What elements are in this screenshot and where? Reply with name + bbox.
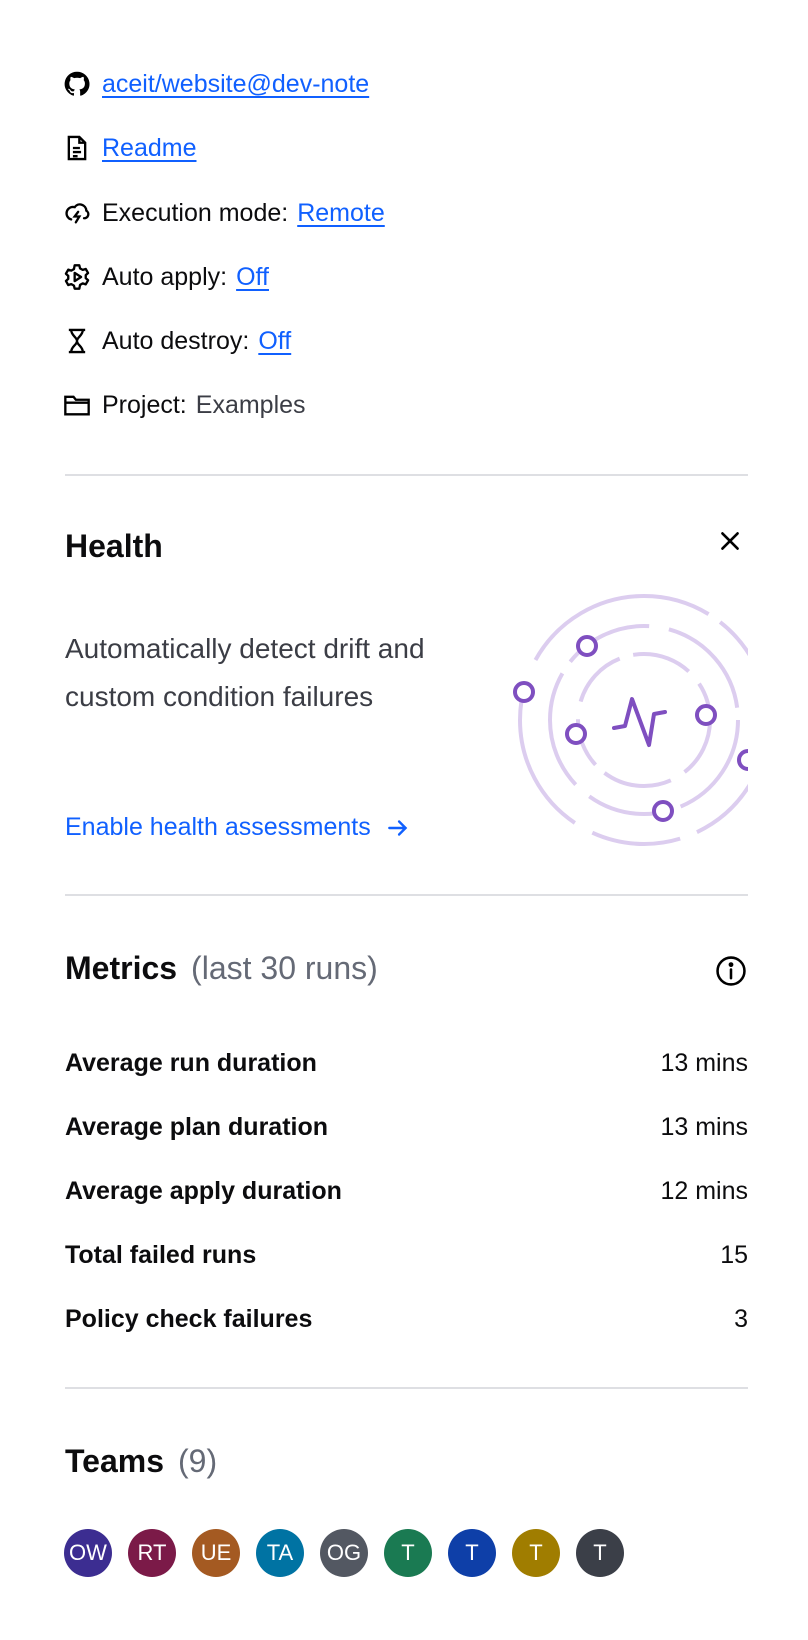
- metric-value: 3: [734, 1304, 748, 1333]
- team-avatar[interactable]: T: [448, 1529, 496, 1577]
- project-row: Project: Examples: [63, 388, 306, 422]
- enable-health-label: Enable health assessments: [65, 813, 371, 841]
- hourglass-icon: [68, 328, 86, 354]
- execution-mode-row: Execution mode: Remote: [63, 196, 385, 230]
- metric-row: Average run duration 13 mins: [65, 1046, 748, 1080]
- info-icon[interactable]: [714, 954, 748, 988]
- metric-label: Average run duration: [65, 1048, 317, 1077]
- metric-row: Average apply duration 12 mins: [65, 1174, 748, 1208]
- team-avatar[interactable]: TA: [256, 1529, 304, 1577]
- auto-destroy-row: Auto destroy: Off: [63, 324, 291, 358]
- metric-label: Average apply duration: [65, 1176, 342, 1205]
- team-avatar[interactable]: T: [384, 1529, 432, 1577]
- metric-row: Average plan duration 13 mins: [65, 1110, 748, 1144]
- auto-apply-link[interactable]: Off: [236, 262, 269, 291]
- readme-link[interactable]: Readme: [102, 133, 197, 162]
- github-icon: [64, 71, 90, 96]
- auto-apply-row: Auto apply: Off: [63, 260, 269, 294]
- health-illustration: [513, 594, 748, 846]
- readme-row: Readme: [63, 131, 197, 165]
- folder-icon: [64, 395, 90, 416]
- repo-link[interactable]: aceit/website@dev-note: [102, 69, 370, 98]
- divider: [65, 894, 748, 896]
- auto-destroy-label: Auto destroy:: [102, 326, 250, 355]
- metrics-title: Metrics (last 30 runs): [65, 950, 378, 987]
- arrow-right-icon: [387, 819, 408, 836]
- divider: [65, 1387, 748, 1389]
- enable-health-link[interactable]: Enable health assessments: [65, 813, 411, 842]
- metric-value: 13 mins: [660, 1048, 748, 1077]
- team-avatars: OW RT UE TA OG T T T T: [64, 1529, 624, 1577]
- repo-row: aceit/website@dev-note: [63, 67, 369, 101]
- health-description: Automatically detect drift and custom co…: [65, 633, 425, 712]
- health-title: Health: [65, 528, 163, 564]
- team-avatar[interactable]: T: [576, 1529, 624, 1577]
- metric-value: 12 mins: [660, 1176, 748, 1205]
- execution-mode-label: Execution mode:: [102, 198, 289, 227]
- auto-apply-label: Auto apply:: [102, 262, 228, 291]
- teams-title-text: Teams: [65, 1443, 165, 1479]
- gear-play-icon: [64, 264, 90, 290]
- teams-count: (9): [178, 1443, 218, 1479]
- metric-row: Policy check failures 3: [65, 1302, 748, 1336]
- close-icon[interactable]: [717, 528, 743, 554]
- team-avatar[interactable]: UE: [192, 1529, 240, 1577]
- divider: [65, 474, 748, 476]
- metric-value: 13 mins: [660, 1112, 748, 1141]
- metric-value: 15: [720, 1240, 748, 1269]
- document-icon: [67, 135, 87, 161]
- team-avatar[interactable]: OW: [64, 1529, 112, 1577]
- auto-destroy-link[interactable]: Off: [258, 326, 292, 355]
- team-avatar[interactable]: OG: [320, 1529, 368, 1577]
- team-avatar[interactable]: RT: [128, 1529, 176, 1577]
- project-label: Project:: [102, 390, 187, 419]
- project-value: Examples: [195, 390, 306, 419]
- team-avatar[interactable]: T: [512, 1529, 560, 1577]
- metric-label: Total failed runs: [65, 1240, 257, 1269]
- metric-label: Average plan duration: [65, 1112, 329, 1141]
- cloud-lightning-icon: [65, 203, 90, 224]
- teams-title: Teams (9): [65, 1443, 217, 1480]
- metrics-subtitle: (last 30 runs): [191, 950, 378, 986]
- metric-row: Total failed runs 15: [65, 1238, 748, 1272]
- metrics-title-text: Metrics: [65, 950, 178, 986]
- metric-label: Policy check failures: [65, 1304, 313, 1333]
- execution-mode-link[interactable]: Remote: [297, 198, 385, 227]
